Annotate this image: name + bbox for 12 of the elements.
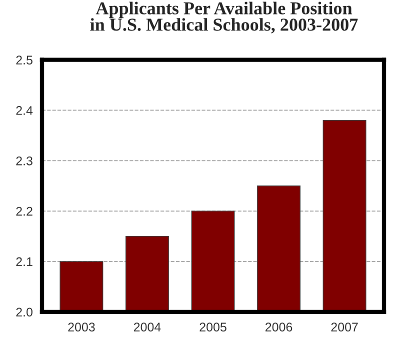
- y-tick-label: 2.4: [16, 106, 33, 115]
- y-tick-label: 2.5: [16, 56, 32, 64]
- x-tick-label: 2004: [134, 322, 161, 332]
- y-tick-label: 2.1: [16, 257, 32, 266]
- x-tick-label: 2006: [265, 322, 292, 332]
- y-tick-label: 2.3: [16, 156, 32, 166]
- y-tick-label: 2.2: [16, 206, 32, 216]
- y-tick-label: 2.0: [16, 308, 32, 317]
- x-tick-label: 2003: [68, 322, 95, 332]
- x-tick-label: 2007: [331, 322, 358, 332]
- chart-title: Applicants Per Available Position in U.S. Medical Schools, 2003-2007: [90, 2, 358, 34]
- x-tick-label: 2005: [200, 322, 226, 332]
